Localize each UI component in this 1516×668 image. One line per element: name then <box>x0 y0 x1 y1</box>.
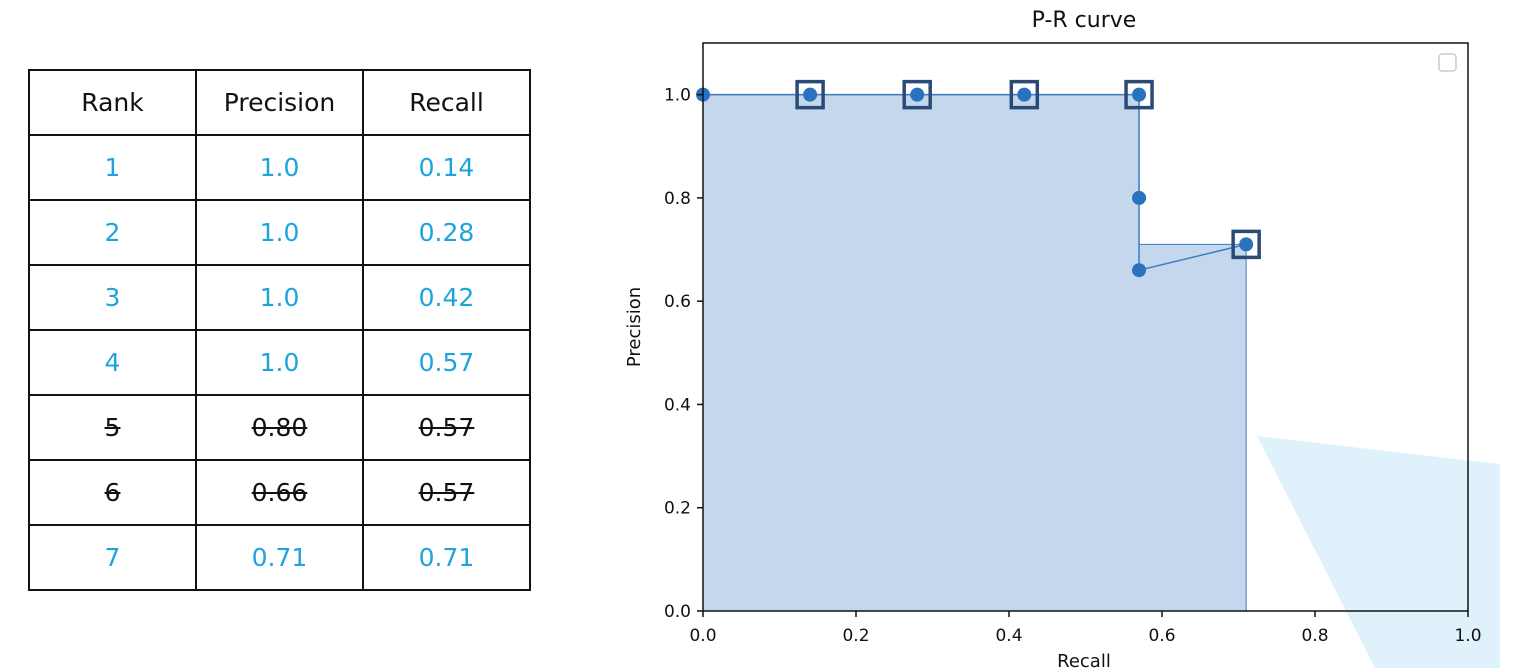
table-row: 7 0.71 0.71 <box>28 524 531 591</box>
cell-recall: 0.14 <box>362 134 531 201</box>
data-point-5 <box>1132 87 1147 102</box>
cell-precision: 1.0 <box>195 134 364 201</box>
highlight-box-1 <box>795 79 825 110</box>
cell-recall: 0.57 <box>362 329 531 396</box>
highlight-boxes <box>795 79 1261 260</box>
pr-curve-markers <box>696 87 1254 278</box>
data-point-3 <box>910 87 925 102</box>
table-row: 6 0.66 0.57 <box>28 459 531 526</box>
header-rank: Rank <box>28 69 197 136</box>
y-tick-label: 1.0 <box>664 86 691 106</box>
legend-box <box>1438 53 1457 72</box>
table-header-row: Rank Precision Recall <box>28 69 531 136</box>
pr-curve-chart: P-R curve 0.0 0.2 0.4 0.6 0.8 1.0 0.00.20.40.… <box>624 8 1500 668</box>
cell-rank: 3 <box>28 264 197 331</box>
plot-frame <box>702 42 1469 612</box>
x-tick-label: 0.0 <box>689 626 716 646</box>
data-point-2 <box>803 87 818 102</box>
x-tick-label: 0.8 <box>1301 626 1328 646</box>
x-tick-label: 0.2 <box>842 626 869 646</box>
highlight-box-2 <box>902 79 932 110</box>
cell-precision: 0.80 <box>195 394 364 461</box>
cell-precision: 1.0 <box>195 199 364 266</box>
table-row: 2 1.0 0.28 <box>28 199 531 266</box>
chart-title: P-R curve <box>1032 8 1137 33</box>
header-precision: Precision <box>195 69 364 136</box>
cell-recall: 0.57 <box>362 459 531 526</box>
table-row: 5 0.80 0.57 <box>28 394 531 461</box>
y-tick-label: 0.0 <box>664 602 691 622</box>
data-point-4 <box>1017 87 1032 102</box>
data-point-8 <box>1239 237 1254 252</box>
y-tick-label: 0.2 <box>664 499 691 519</box>
data-point-6 <box>1132 190 1147 205</box>
cell-rank: 6 <box>28 459 197 526</box>
x-tick-label: 0.4 <box>995 626 1022 646</box>
highlight-box-3 <box>1009 79 1040 110</box>
y-axis-label: Precision <box>624 287 645 367</box>
table-row: 3 1.0 0.42 <box>28 264 531 331</box>
y-tick-label: 0.8 <box>664 189 691 209</box>
cell-precision: 0.66 <box>195 459 364 526</box>
cell-precision: 1.0 <box>195 264 364 331</box>
cell-recall: 0.42 <box>362 264 531 331</box>
cell-recall: 0.57 <box>362 394 531 461</box>
cell-recall: 0.28 <box>362 199 531 266</box>
pr-area-fill <box>702 94 1247 612</box>
cell-precision: 0.71 <box>195 524 364 591</box>
x-tick-label: 1.0 <box>1454 626 1481 646</box>
y-axis-ticks: 0.0 0.2 0.4 0.6 0.8 1.0 <box>664 86 703 622</box>
highlight-box-4 <box>1124 79 1154 110</box>
cell-rank: 7 <box>28 524 197 591</box>
cell-precision: 1.0 <box>195 329 364 396</box>
highlight-box-5 <box>1231 229 1261 260</box>
cell-rank: 2 <box>28 199 197 266</box>
pr-curve-line <box>703 93 1247 272</box>
x-tick-label: 0.6 <box>1148 626 1175 646</box>
y-tick-label: 0.4 <box>664 395 691 415</box>
table-row: 1 1.0 0.14 <box>28 134 531 201</box>
light-overlay-shape <box>1257 436 1500 668</box>
x-axis-label: Recall <box>1057 651 1111 668</box>
cell-rank: 1 <box>28 134 197 201</box>
cell-recall: 0.71 <box>362 524 531 591</box>
y-tick-label: 0.6 <box>664 292 691 312</box>
precision-recall-table: Rank Precision Recall 1 1.0 0.14 2 1.0 0.28 3 1… <box>28 69 531 591</box>
cell-rank: 4 <box>28 329 197 396</box>
x-axis-ticks: 0.0 0.2 0.4 0.6 0.8 1.0 <box>689 611 1482 646</box>
table-body: 1 1.0 0.14 2 1.0 0.28 3 1.0 0.42 4 1.0 0.57 5 0.80 0.5… <box>28 134 531 591</box>
data-point-7 <box>1132 263 1147 278</box>
header-recall: Recall <box>362 69 531 136</box>
cell-rank: 5 <box>28 394 197 461</box>
table-row: 4 1.0 0.57 <box>28 329 531 396</box>
